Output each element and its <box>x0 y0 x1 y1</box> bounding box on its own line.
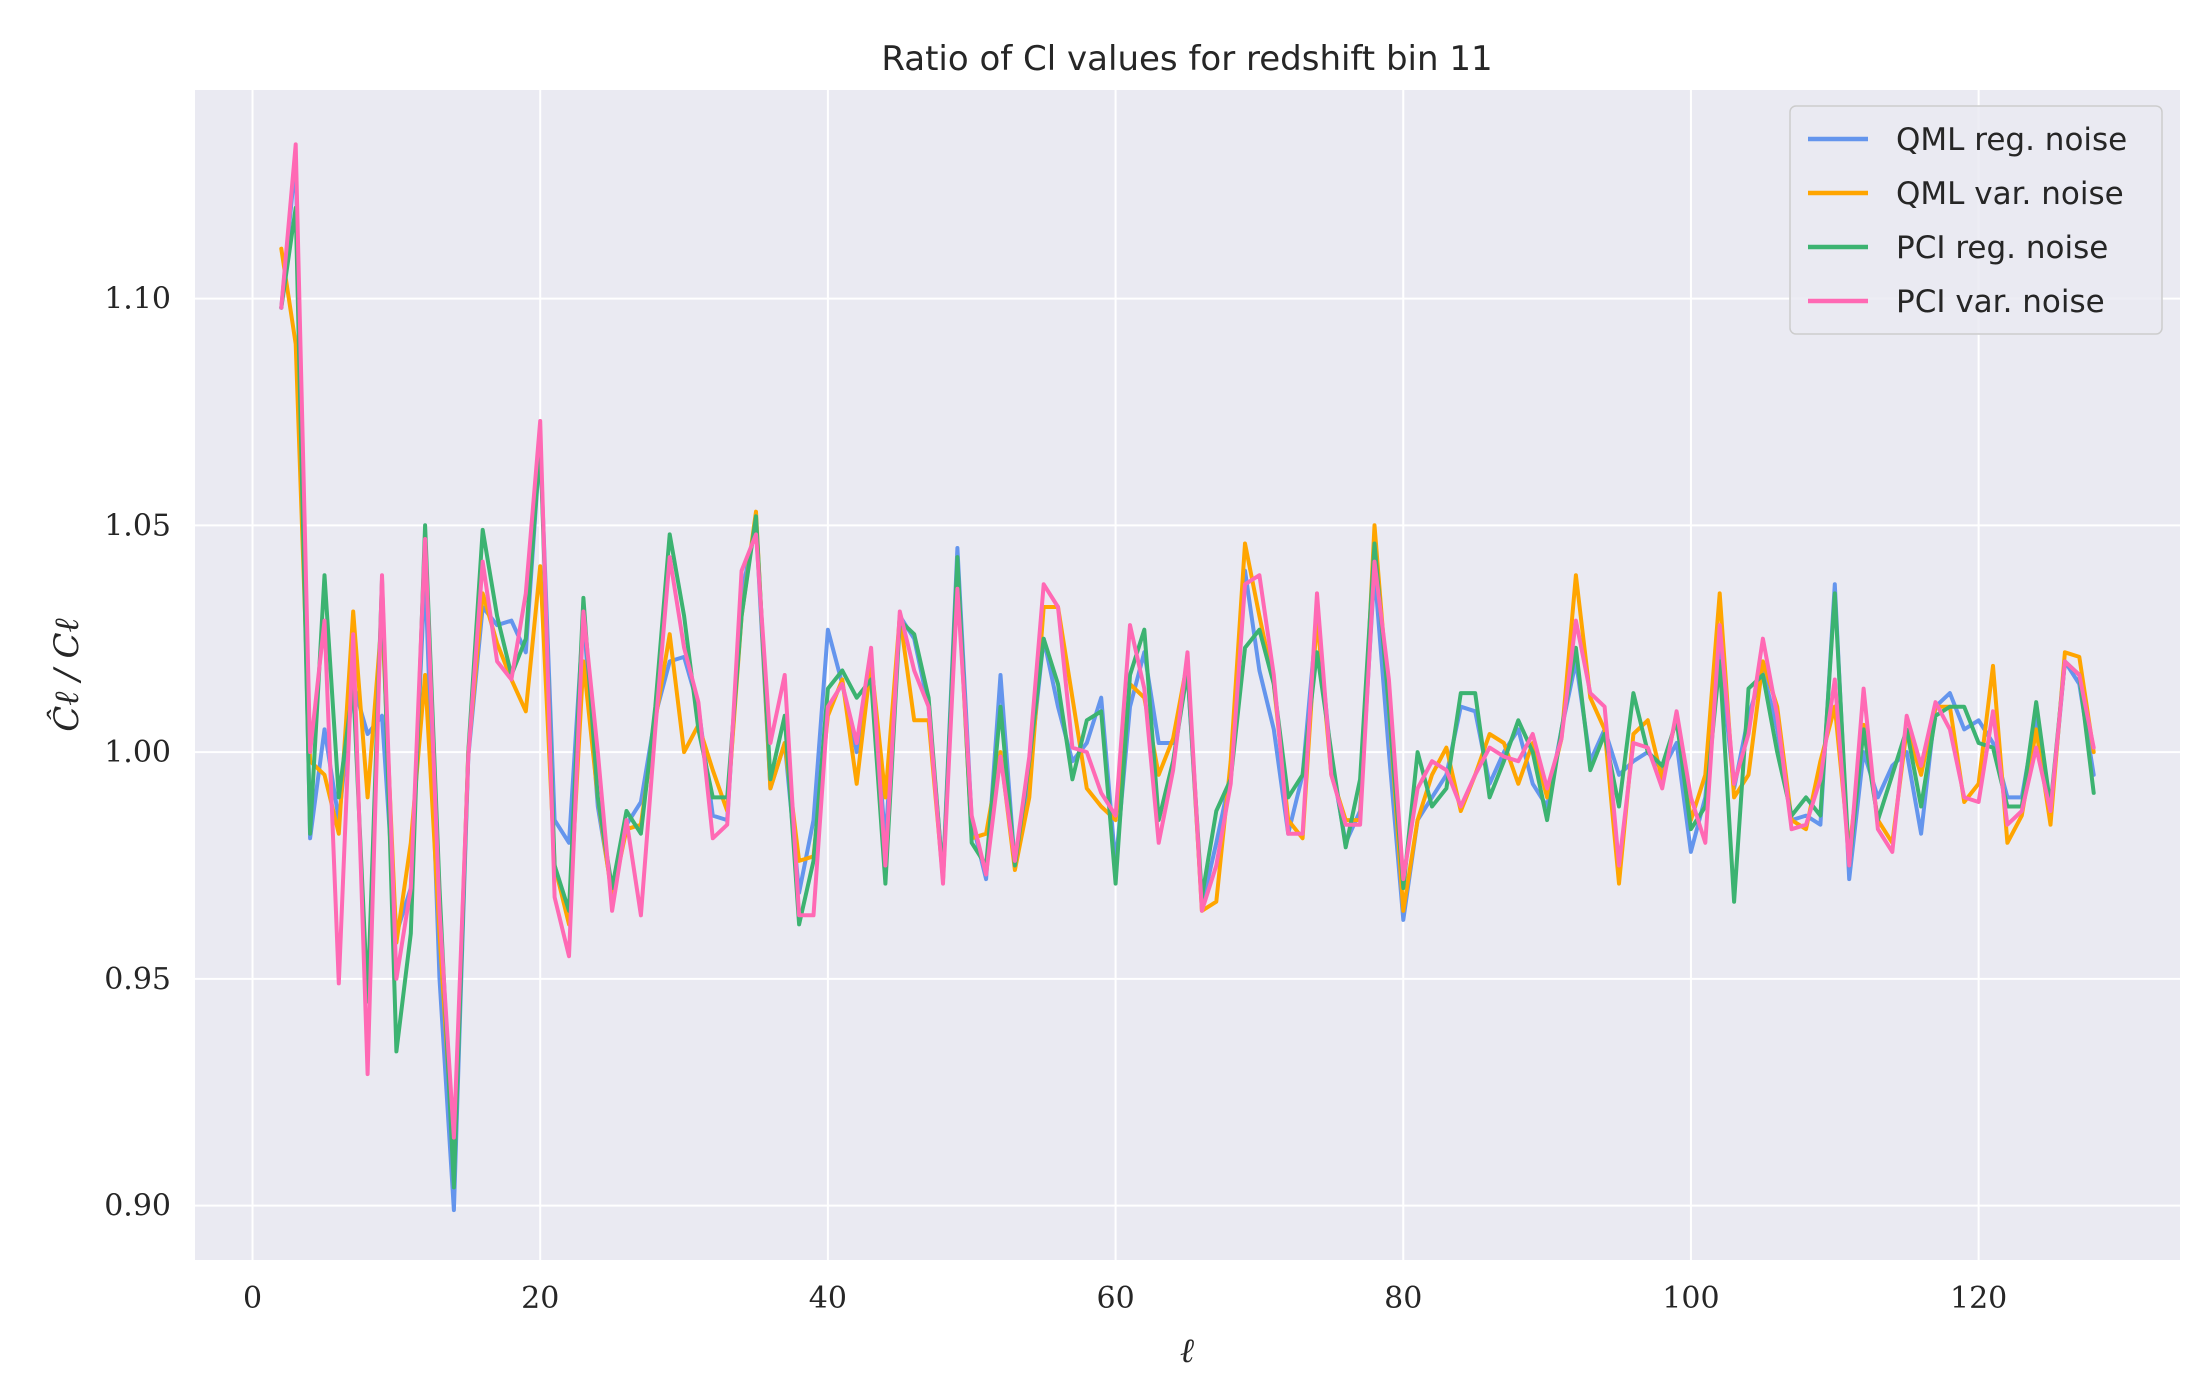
x-tick-label: 0 <box>243 1281 262 1316</box>
grid-layer <box>195 90 2180 1260</box>
x-tick-label: 20 <box>521 1281 559 1316</box>
legend-label: QML var. noise <box>1896 176 2124 212</box>
legend-box <box>1789 105 2163 335</box>
x-axis-label: ℓ <box>1180 1331 1194 1371</box>
x-tick-label: 100 <box>1662 1281 1719 1316</box>
series-line-pci-var-noise <box>279 142 2096 1140</box>
x-tick-label: 120 <box>1950 1281 2007 1316</box>
tick-labels: 0 20 40 60 80 100 120 0.90 0.95 1.00 1.05 1.10 <box>104 282 2007 1316</box>
series-layer <box>279 142 2096 1213</box>
y-axis-label: Ĉℓ / Cℓ <box>46 618 87 731</box>
x-tick-label: 60 <box>1096 1281 1134 1316</box>
legend: QML reg. noise QML var. noise PCI reg. noi… <box>1789 105 2163 335</box>
legend-label: PCI var. noise <box>1896 284 2105 320</box>
legend-label: QML reg. noise <box>1896 122 2127 158</box>
y-tick-label: 1.05 <box>104 508 171 543</box>
y-tick-label: 1.10 <box>104 282 171 317</box>
y-tick-label: 1.00 <box>104 735 171 770</box>
y-tick-label: 0.90 <box>104 1189 171 1224</box>
x-tick-label: 40 <box>809 1281 847 1316</box>
chart-title: Ratio of Cl values for redshift bin 11 <box>881 39 1492 79</box>
legend-label: PCI reg. noise <box>1896 230 2108 266</box>
y-tick-label: 0.95 <box>104 962 171 997</box>
x-tick-label: 80 <box>1384 1281 1422 1316</box>
